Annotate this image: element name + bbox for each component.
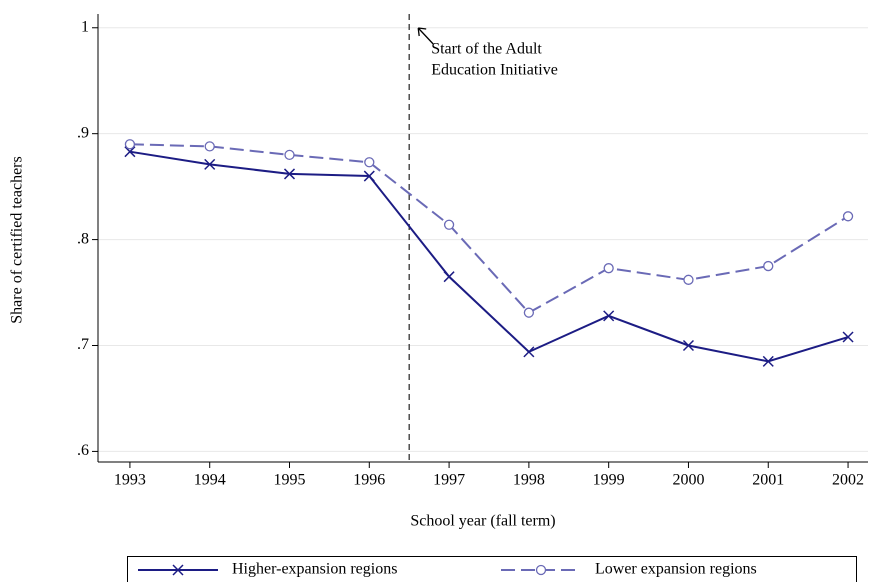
y-tick-label: 1: [81, 18, 89, 35]
annotation: Education Initiative: [431, 62, 558, 79]
x-tick-label: 1999: [593, 472, 625, 489]
x-axis-label: School year (fall term): [410, 513, 555, 530]
point-marker: [682, 339, 694, 352]
annotation-arrow: [417, 27, 434, 45]
series-line: [129, 150, 849, 363]
x-tick-label: 1996: [353, 472, 385, 489]
annotation: Start of the Adult: [431, 41, 542, 58]
point-marker: [842, 211, 854, 222]
x-tick-label: 2000: [672, 472, 704, 489]
y-tick-label: .9: [77, 124, 89, 141]
x-tick-label: 1995: [274, 472, 306, 489]
point-marker: [363, 170, 375, 182]
point-marker: [523, 346, 535, 358]
point-marker: [762, 355, 774, 367]
x-tick-label: 1994: [194, 472, 226, 489]
y-tick-label: .7: [77, 336, 89, 353]
y-tick-label: .8: [77, 230, 89, 247]
point-marker: [603, 263, 614, 274]
point-marker: [124, 146, 136, 158]
x-tick-label: 1997: [433, 472, 465, 489]
point-marker: [763, 260, 774, 272]
legend-label: Lower expansion regions: [595, 561, 757, 578]
point-marker: [683, 274, 694, 285]
x-tick-label: 2001: [752, 472, 784, 489]
series-line: [129, 143, 849, 314]
legend-box: [127, 556, 857, 582]
point-marker: [443, 219, 455, 230]
legend-label: Higher-expansion regions: [232, 561, 397, 578]
point-marker: [443, 271, 455, 283]
point-marker: [284, 149, 295, 161]
point-marker: [124, 139, 136, 150]
point-marker: [364, 157, 375, 168]
x-tick-label: 2002: [832, 472, 864, 489]
point-marker: [523, 307, 535, 318]
legend-marker: [535, 564, 547, 576]
legend-marker: [172, 564, 184, 576]
x-tick-label: 1998: [513, 472, 545, 489]
point-marker: [283, 168, 296, 180]
y-axis-label: Share of certified teachers: [9, 156, 26, 323]
point-marker: [603, 310, 615, 322]
point-marker: [842, 331, 854, 343]
y-tick-label: .6: [77, 442, 89, 459]
point-marker: [204, 141, 215, 152]
point-marker: [204, 158, 216, 170]
x-tick-label: 1993: [114, 472, 146, 489]
